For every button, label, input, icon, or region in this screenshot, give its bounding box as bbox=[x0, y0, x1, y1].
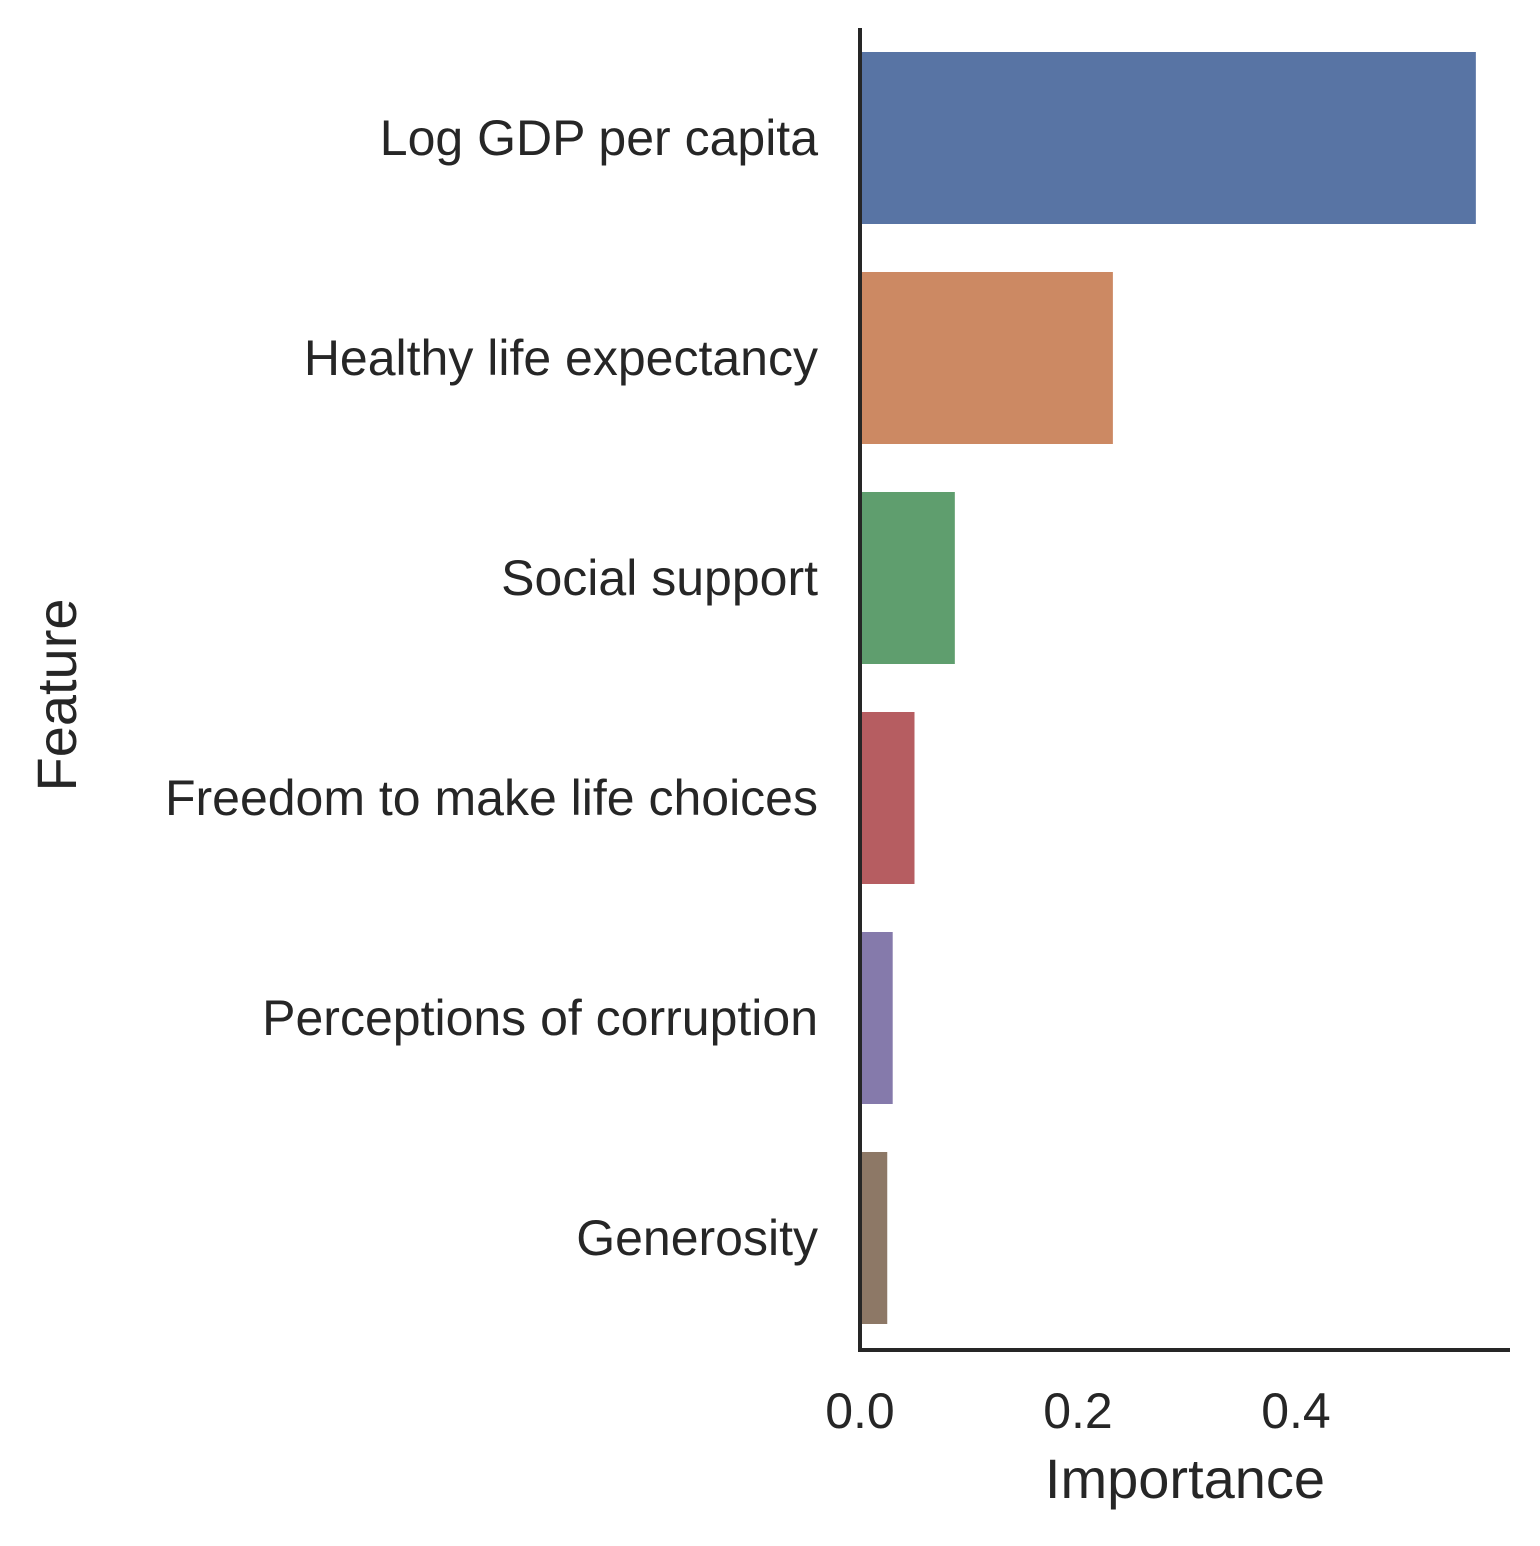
category-label: Log GDP per capita bbox=[380, 110, 818, 166]
bar-social-support bbox=[860, 492, 955, 664]
bar-freedom-to-make-life-choices bbox=[860, 712, 915, 884]
category-label: Freedom to make life choices bbox=[165, 770, 818, 826]
bar-generosity bbox=[860, 1152, 888, 1324]
x-ticks: 0.0 0.2 0.4 bbox=[825, 1383, 1331, 1439]
category-label: Social support bbox=[501, 550, 818, 606]
bars-group bbox=[860, 52, 1476, 1324]
x-tick-label: 0.0 bbox=[825, 1383, 895, 1439]
x-tick-label: 0.4 bbox=[1261, 1383, 1331, 1439]
x-axis-title: Importance bbox=[1045, 1447, 1325, 1510]
bar-perceptions-of-corruption bbox=[860, 932, 893, 1104]
category-label: Perceptions of corruption bbox=[262, 990, 818, 1046]
x-tick-label: 0.2 bbox=[1043, 1383, 1113, 1439]
bar-log-gdp-per-capita bbox=[860, 52, 1476, 224]
bar-healthy-life-expectancy bbox=[860, 272, 1113, 444]
y-axis-title: Feature bbox=[25, 599, 88, 792]
category-label: Healthy life expectancy bbox=[304, 330, 818, 386]
category-label: Generosity bbox=[576, 1210, 818, 1266]
category-labels: Log GDP per capita Healthy life expectanc… bbox=[165, 110, 818, 1266]
